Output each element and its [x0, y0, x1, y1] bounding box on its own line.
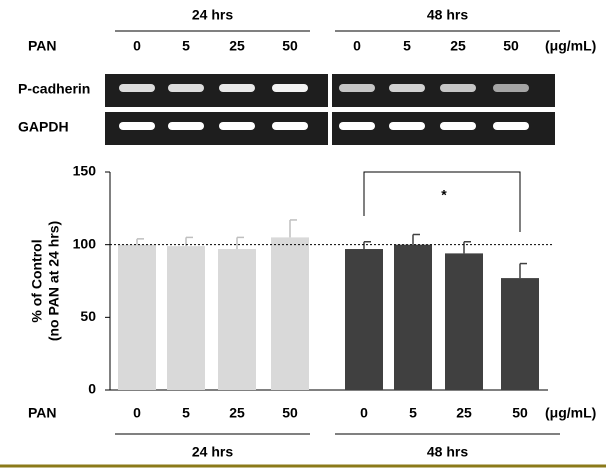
annotation: *	[441, 187, 447, 203]
dose-label: 5	[182, 38, 190, 54]
dose-label: 0	[133, 38, 141, 54]
dose-label: 50	[282, 38, 298, 54]
blot-band	[493, 122, 529, 130]
blot-band	[440, 122, 476, 130]
blot-band	[168, 84, 204, 92]
blot-band	[272, 84, 308, 92]
bar	[345, 249, 383, 390]
blot-label: P-cadherin	[18, 81, 90, 97]
group-label: 48 hrs	[427, 7, 468, 23]
y-label: % of Control(no PAN at 24 hrs)	[29, 221, 62, 341]
dose-label: 50	[512, 405, 528, 421]
y-label-line: % of Control	[29, 239, 45, 322]
dose-label: 5	[403, 38, 411, 54]
bar	[445, 253, 483, 390]
group-label: 24 hrs	[192, 7, 233, 23]
y-tick-label: 100	[73, 235, 97, 251]
blot-label: GAPDH	[18, 119, 69, 135]
blot-band	[493, 84, 529, 92]
group-label: 48 hrs	[427, 444, 468, 460]
dose-label: 25	[229, 38, 245, 54]
figure: P-cadherin GAPDH 24 hrs00552525505024 hr…	[0, 0, 606, 469]
unit-label: (μg/mL)	[545, 38, 596, 54]
dose-label: 25	[229, 405, 245, 421]
bar	[394, 245, 432, 390]
blot-band	[440, 84, 476, 92]
x-label: PAN	[28, 38, 57, 54]
dose-label: 5	[409, 405, 417, 421]
blot-band	[389, 84, 425, 92]
bar	[271, 237, 309, 390]
dose-label: 25	[456, 405, 472, 421]
blot-band	[219, 84, 255, 92]
y-tick-label: 150	[73, 163, 97, 179]
x-label: PAN	[28, 405, 57, 421]
blot-band	[219, 122, 255, 130]
dose-label: 50	[282, 405, 298, 421]
bar	[501, 278, 539, 390]
blot-band	[339, 84, 375, 92]
blot-band	[168, 122, 204, 130]
bar	[167, 246, 205, 390]
dose-label: 0	[353, 38, 361, 54]
y-label-line: (no PAN at 24 hrs)	[46, 221, 62, 341]
group-label: 24 hrs	[192, 444, 233, 460]
bar	[218, 249, 256, 390]
y-tick-label: 0	[88, 381, 96, 397]
blot-band	[339, 122, 375, 130]
blot-band	[389, 122, 425, 130]
blot-band	[272, 122, 308, 130]
y-tick-label: 50	[80, 308, 96, 324]
unit-label: (μg/mL)	[545, 405, 596, 421]
dose-label: 0	[133, 405, 141, 421]
dose-label: 0	[360, 405, 368, 421]
blot-band	[119, 84, 155, 92]
dose-label: 50	[503, 38, 519, 54]
dose-label: 5	[182, 405, 190, 421]
blot-band	[119, 122, 155, 130]
dose-label: 25	[450, 38, 466, 54]
bar	[118, 245, 156, 390]
